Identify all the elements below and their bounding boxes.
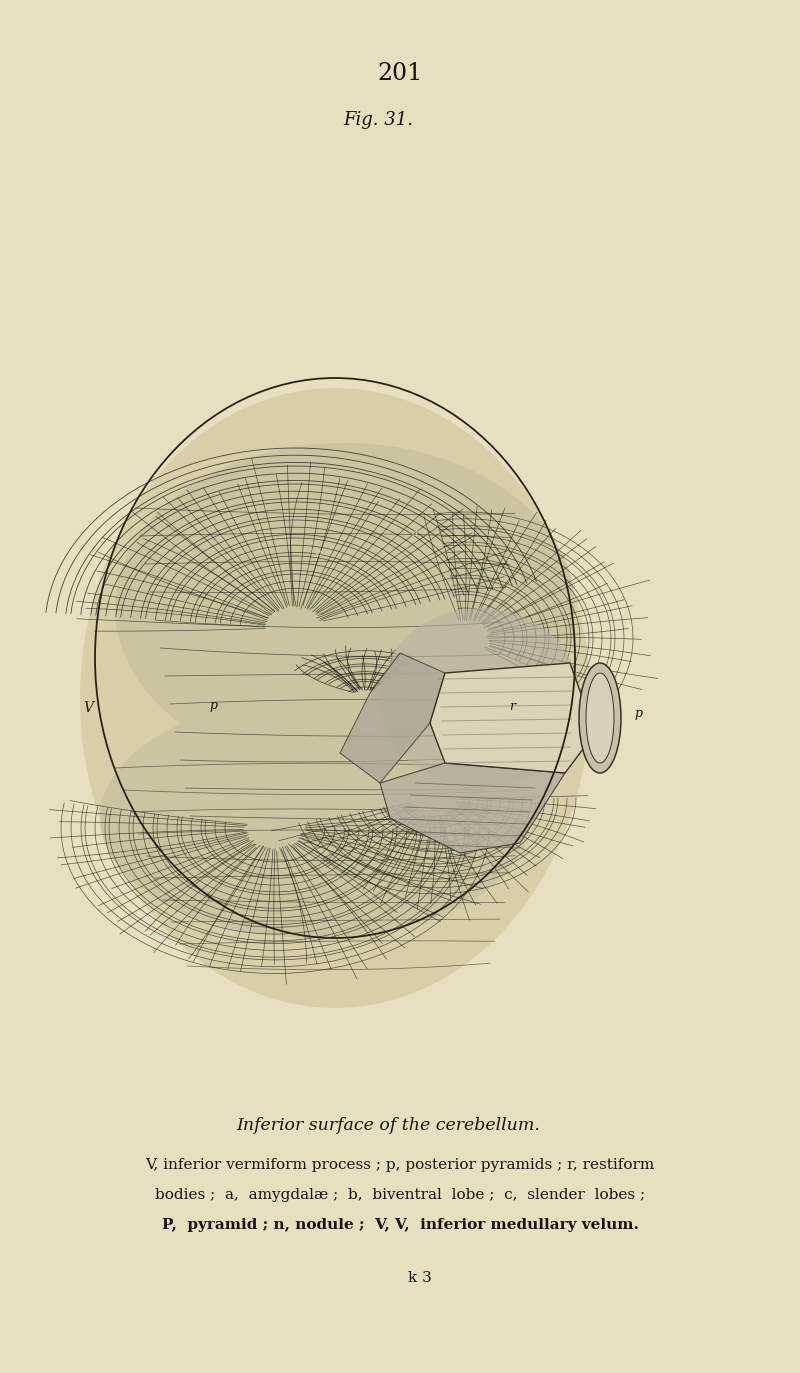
Text: Inferior surface of the cerebellum.: Inferior surface of the cerebellum.	[236, 1116, 540, 1134]
Text: 201: 201	[378, 62, 422, 85]
Polygon shape	[430, 663, 595, 773]
Text: c: c	[315, 548, 321, 557]
Text: k 3: k 3	[408, 1271, 432, 1285]
Text: p: p	[634, 707, 642, 719]
Text: p: p	[209, 699, 217, 713]
Ellipse shape	[100, 697, 530, 938]
Ellipse shape	[579, 663, 621, 773]
Text: r: r	[509, 700, 515, 714]
Text: V, inferior vermiform process ; p, posterior pyramids ; r, restiform: V, inferior vermiform process ; p, poste…	[146, 1157, 654, 1173]
Text: Fig. 31.: Fig. 31.	[343, 111, 413, 129]
Text: V: V	[83, 702, 93, 715]
Ellipse shape	[586, 673, 614, 763]
Ellipse shape	[115, 443, 575, 773]
Ellipse shape	[380, 608, 580, 788]
Text: a: a	[412, 529, 418, 537]
Text: P,  pyramid ; n, nodule ;  V, V,  inferior medullary velum.: P, pyramid ; n, nodule ; V, V, inferior …	[162, 1218, 638, 1232]
Ellipse shape	[80, 389, 590, 1008]
Polygon shape	[340, 654, 445, 783]
Text: bodies ;  a,  amygdalæ ;  b,  biventral  lobe ;  c,  slender  lobes ;: bodies ; a, amygdalæ ; b, biventral lobe…	[155, 1188, 645, 1201]
Polygon shape	[380, 763, 565, 853]
